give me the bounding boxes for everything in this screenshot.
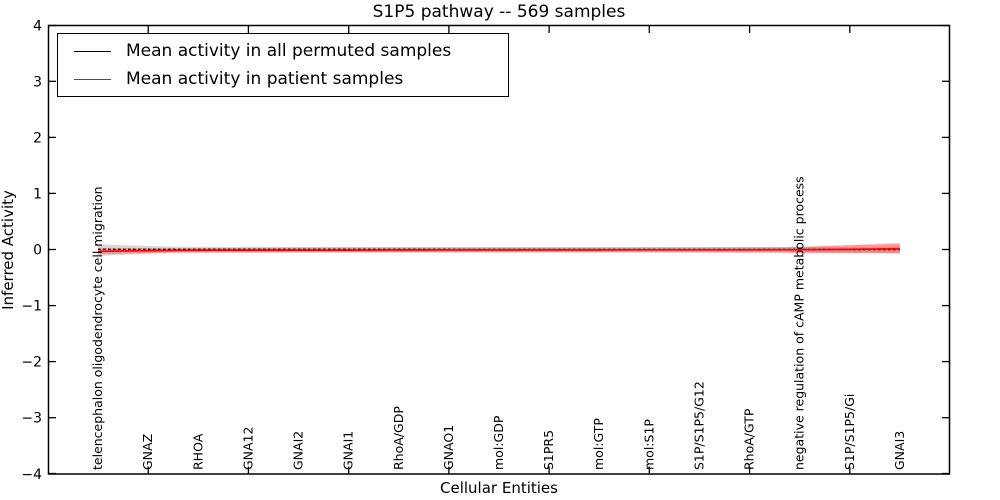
y-tick-label: −2	[21, 355, 42, 371]
y-tick-label: 0	[33, 243, 42, 259]
x-category-label: GNAO1	[441, 425, 456, 470]
y-tick-label: 3	[33, 74, 42, 90]
y-axis-ticks-left	[49, 24, 56, 475]
x-axis-title: Cellular Entities	[440, 479, 558, 497]
x-category-label: S1P/S1P5/Gi	[842, 394, 857, 470]
x-category-label: negative regulation of cAMP metabolic pr…	[792, 176, 807, 470]
y-tick-label: 2	[33, 130, 42, 146]
legend-label: Mean activity in patient samples	[126, 69, 404, 89]
x-axis-ticks-bottom	[147, 466, 851, 474]
chart-title: S1P5 pathway -- 569 samples	[373, 2, 626, 22]
y-tick-labels: 4 3 2 1 0 −1 −2 −3 −4	[21, 18, 42, 483]
legend-item-patient: Mean activity in patient samples	[58, 65, 508, 93]
x-category-label: GNAI1	[341, 431, 356, 470]
x-category-label: RhoA/GTP	[742, 408, 757, 470]
x-category-label: telencephalon oligodendrocyte cell migra…	[90, 186, 105, 470]
x-category-label: RHOA	[190, 433, 205, 470]
y-tick-label: −3	[21, 411, 42, 427]
x-category-labels: telencephalon oligodendrocyte cell migra…	[90, 176, 907, 470]
y-axis-ticks-right	[942, 24, 949, 475]
x-category-label: GNAI2	[291, 431, 306, 470]
y-tick-label: 1	[33, 186, 42, 202]
y-tick-label: 4	[33, 18, 42, 34]
x-category-label: mol:GDP	[491, 415, 506, 470]
legend-label: Mean activity in all permuted samples	[126, 41, 452, 61]
x-category-label: S1PR5	[541, 430, 556, 470]
y-tick-label: −4	[21, 467, 42, 483]
patient-samples-line	[97, 247, 900, 253]
y-tick-label: −1	[21, 299, 42, 315]
x-category-label: GNAZ	[140, 434, 155, 470]
x-category-label: GNA12	[240, 427, 255, 471]
plot-frame	[47, 24, 951, 475]
x-category-label: GNAI3	[892, 431, 907, 470]
legend-item-permuted: Mean activity in all permuted samples	[58, 37, 508, 65]
x-category-label: mol:S1P	[641, 419, 656, 470]
red-line-sample-icon	[74, 78, 111, 80]
black-line-sample-icon	[74, 50, 111, 52]
legend: Mean activity in all permuted samples Me…	[57, 33, 509, 97]
patient-samples-band-outer	[790, 242, 900, 254]
y-axis-title: Inferred Activity	[0, 190, 17, 310]
x-category-label: mol:GTP	[591, 418, 606, 470]
x-axis-ticks-top	[147, 26, 851, 33]
x-category-label: S1P/S1P5/G12	[691, 381, 706, 470]
x-category-label: RhoA/GDP	[391, 406, 406, 470]
